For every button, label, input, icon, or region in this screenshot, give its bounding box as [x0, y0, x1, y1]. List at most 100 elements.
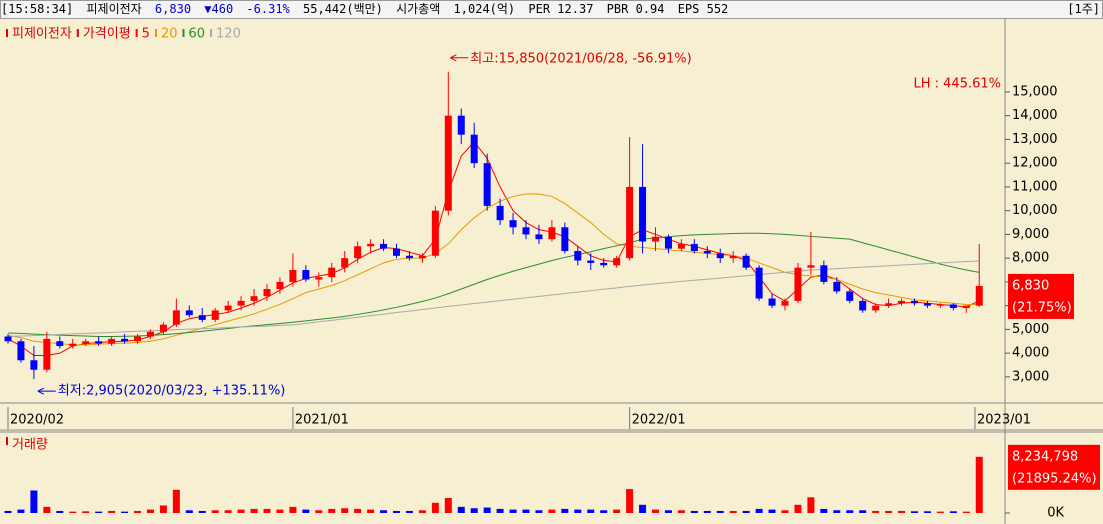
volume-bar: [975, 456, 983, 513]
volume-bar: [108, 510, 116, 513]
volume-bar: [626, 489, 634, 513]
legend-swatch: [210, 29, 213, 37]
x-tick-label: 2023/01: [977, 413, 1031, 428]
candle-body: [885, 303, 893, 306]
candle-body: [677, 243, 685, 249]
volume-bar: [833, 510, 841, 513]
volume-bar: [742, 510, 750, 513]
candle-body: [820, 265, 828, 282]
volume-bar: [134, 510, 141, 513]
candle-body: [263, 289, 271, 297]
candle-body: [949, 304, 957, 309]
candle-body: [4, 336, 12, 342]
candle-body: [600, 262, 608, 266]
current-volume-change: (21895.24%): [1012, 471, 1097, 486]
candle-body: [626, 186, 634, 259]
volume-bar: [418, 510, 426, 513]
legend-swatch: [135, 29, 138, 37]
candle-body: [393, 248, 400, 256]
y-tick-label: 8,000: [1012, 251, 1049, 266]
legend-entry: 120: [216, 27, 241, 42]
volume-bar: [936, 511, 944, 513]
candle-body: [224, 305, 232, 311]
y-tick-label: 14,000: [1012, 108, 1058, 123]
candle-body: [470, 134, 478, 164]
volume-bar: [457, 506, 465, 513]
volume-bar: [677, 510, 685, 513]
candle-body: [146, 331, 154, 337]
y-tick-label: 5,000: [1012, 322, 1049, 337]
volume-bar: [302, 509, 310, 513]
volume-bar: [807, 497, 815, 513]
volume-bar: [198, 510, 206, 513]
candle-body: [587, 260, 595, 263]
y-tick-label: 9,000: [1012, 227, 1049, 242]
volume-bar: [535, 510, 543, 513]
volume-bar: [95, 511, 103, 513]
volume-bar: [600, 510, 608, 513]
candle-body: [108, 338, 116, 344]
volume-bar: [211, 510, 219, 513]
y-tick-label: 10,000: [1012, 203, 1058, 218]
volume-bar: [146, 509, 154, 513]
candle-body: [509, 220, 517, 228]
current-volume: 8,234,798: [1012, 449, 1078, 464]
candle-body: [43, 338, 51, 370]
candle-body: [768, 298, 776, 306]
volume-bar: [17, 509, 25, 513]
volume-bar: [250, 508, 258, 513]
volume-bar: [496, 508, 504, 513]
ma-line: [7, 141, 980, 357]
volume-bar: [949, 511, 957, 513]
y-tick-label: 13,000: [1012, 132, 1058, 147]
volume-bar: [289, 506, 297, 513]
legend-title: 피제이전자: [12, 27, 72, 42]
candle-body: [574, 251, 582, 261]
candle-body: [95, 341, 103, 344]
candle-body: [367, 243, 375, 247]
volume-bar: [911, 511, 918, 513]
candle-body: [444, 115, 452, 211]
volume-bar: [237, 509, 245, 513]
volume-bar: [587, 509, 595, 513]
candle-body: [380, 243, 388, 249]
volume-bar: [703, 510, 711, 513]
candle-body: [418, 255, 426, 259]
y-tick-label: 15,000: [1012, 84, 1058, 99]
candle-body: [729, 255, 737, 259]
candle-body: [846, 291, 854, 301]
candle-body: [134, 336, 141, 342]
volume-bar: [224, 510, 232, 513]
volume-bar: [548, 509, 556, 513]
candle-body: [859, 300, 867, 311]
volume-bar: [380, 510, 388, 513]
volume-bar: [4, 510, 12, 513]
volume-bar: [962, 511, 970, 513]
candle-body: [354, 246, 362, 259]
period[interactable]: [1주]: [1067, 2, 1100, 16]
ma-line: [7, 260, 980, 338]
background: [0, 19, 1103, 524]
candle-body: [613, 258, 621, 266]
legend-ma-label: 가격이평: [83, 27, 131, 42]
candle-body: [289, 270, 297, 282]
candle-body: [457, 115, 465, 135]
volume-title: 거래량: [12, 438, 48, 453]
volume-bar: [729, 510, 737, 513]
arrow: [450, 54, 469, 62]
volume-bar: [354, 508, 362, 513]
x-tick-label: 2022/01: [632, 413, 686, 428]
volume-bar: [483, 507, 491, 513]
candle-body: [159, 324, 167, 332]
volume-bar: [444, 497, 452, 513]
candle-body: [639, 186, 647, 242]
candle-body: [781, 300, 789, 306]
high-annotation: 최고:15,850(2021/06/28, -56.91%): [470, 51, 691, 66]
volume-bar: [82, 511, 90, 513]
volume-bar: [405, 510, 413, 513]
candle-body: [872, 305, 880, 311]
candle-body: [431, 210, 439, 256]
volume-bar: [69, 511, 77, 513]
candle-body: [315, 277, 323, 280]
volume-bar: [121, 511, 129, 513]
